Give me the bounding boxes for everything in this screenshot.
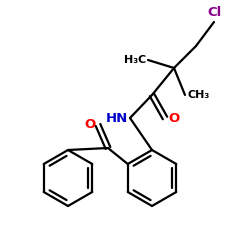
Text: O: O (85, 118, 96, 132)
Text: O: O (168, 112, 179, 124)
Text: HN: HN (106, 112, 128, 124)
Text: H₃C: H₃C (124, 55, 146, 65)
Text: Cl: Cl (207, 6, 221, 19)
Text: CH₃: CH₃ (187, 90, 209, 100)
